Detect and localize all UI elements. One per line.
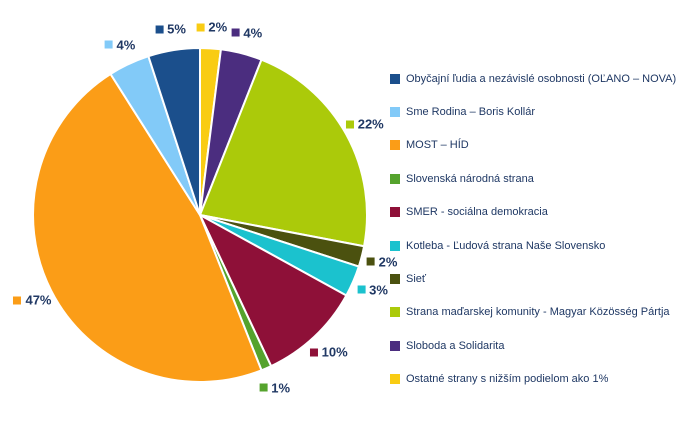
legend-swatch (390, 240, 400, 251)
legend-label: Obyčajní ľudia a nezávislé osobnosti (OĽ… (406, 72, 677, 85)
legend-item: Ostatné strany s nižším podielom ako 1% (390, 363, 698, 396)
pie-slice (199, 214, 348, 368)
legend-label: SMER - sociálna demokracia (406, 206, 548, 219)
legend-label: Strana maďarskej komunity - Magyar Közös… (406, 306, 670, 319)
legend-label: MOST – HÍD (406, 139, 469, 152)
legend-swatch (390, 374, 400, 385)
legend-swatch (390, 140, 400, 151)
pie-slice (199, 58, 368, 248)
legend-item: SMER - sociálna demokracia (390, 196, 698, 229)
pie-slice (32, 73, 263, 383)
legend-item: Strana maďarskej komunity - Magyar Közös… (390, 296, 698, 329)
pie-slice (147, 47, 201, 216)
legend-swatch (390, 73, 400, 84)
legend-swatch (390, 207, 400, 218)
legend-item: Obyčajní ľudia a nezávislé osobnosti (OĽ… (390, 62, 698, 95)
legend-item: MOST – HÍD (390, 129, 698, 162)
legend-label: Slovenská národná strana (406, 172, 534, 185)
legend-item: Sme Rodina – Boris Kollár (390, 95, 698, 128)
legend-label: Ostatné strany s nižším podielom ako 1% (406, 373, 609, 386)
legend-label: Sme Rodina – Boris Kollár (406, 106, 536, 119)
legend-swatch (390, 107, 400, 118)
legend-item: Sloboda a Solidarita (390, 329, 698, 362)
legend-item: Sieť (390, 262, 698, 295)
legend-label: Sieť (406, 273, 427, 286)
legend-swatch (390, 340, 400, 351)
legend-swatch (390, 307, 400, 318)
legend-label: Kotleba - Ľudová strana Naše Slovensko (406, 239, 606, 252)
legend-item: Kotleba - Ľudová strana Naše Slovensko (390, 229, 698, 262)
legend: Obyčajní ľudia a nezávislé osobnosti (OĽ… (390, 62, 698, 396)
legend-item: Slovenská národná strana (390, 162, 698, 195)
pie-plot-area (32, 47, 368, 383)
legend-swatch (390, 274, 400, 285)
legend-swatch (390, 173, 400, 184)
legend-label: Sloboda a Solidarita (406, 339, 505, 352)
